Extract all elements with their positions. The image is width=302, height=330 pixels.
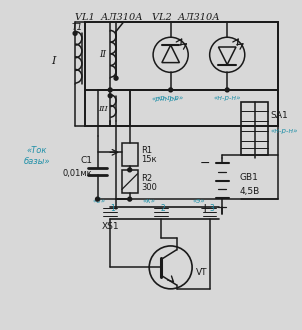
Text: II: II [99,50,106,59]
Text: «Tок: «Tок [27,146,47,155]
Text: «б»: «б» [92,198,105,204]
Text: XS1: XS1 [101,221,119,231]
Circle shape [169,88,173,92]
Bar [85,22,278,126]
Circle shape [128,197,132,201]
Text: VT: VT [196,268,207,277]
Text: VL1  АЛ310А   VL2  АЛ310А: VL1 АЛ310А VL2 АЛ310А [75,13,220,22]
Text: 15к: 15к [141,155,157,164]
Text: C1: C1 [81,156,93,165]
Circle shape [114,76,118,80]
Text: 4,5B: 4,5B [240,187,260,196]
Text: «p-n-p»: «p-n-p» [151,96,178,102]
Text: «н-p-н»: «н-p-н» [270,128,298,134]
Text: 0,01мк: 0,01мк [63,169,93,178]
Text: «p-n-p»: «p-n-p» [157,95,184,101]
Circle shape [128,168,132,172]
Text: T1: T1 [72,23,83,32]
Text: SA1: SA1 [270,111,288,120]
Text: 1: 1 [110,204,114,214]
Bar [122,143,137,166]
Bar [241,102,268,155]
Text: +: + [200,202,210,215]
Circle shape [225,88,229,92]
Text: «н-p-н»: «н-p-н» [214,95,241,101]
Text: III: III [98,105,108,114]
Circle shape [108,94,112,98]
Text: R1: R1 [141,147,153,155]
Text: GB1: GB1 [240,173,259,182]
Circle shape [108,88,112,92]
Text: −: − [200,156,210,170]
Text: 2: 2 [160,204,165,214]
Circle shape [95,197,99,201]
Text: I: I [51,56,56,66]
Circle shape [73,31,77,35]
Text: 300: 300 [141,182,157,191]
Text: 3: 3 [209,204,214,214]
Text: «к»: «к» [143,198,156,204]
Text: R2: R2 [141,174,153,183]
Text: «э»: «э» [192,198,205,204]
Bar [122,170,137,193]
Text: базы»: базы» [24,157,50,166]
